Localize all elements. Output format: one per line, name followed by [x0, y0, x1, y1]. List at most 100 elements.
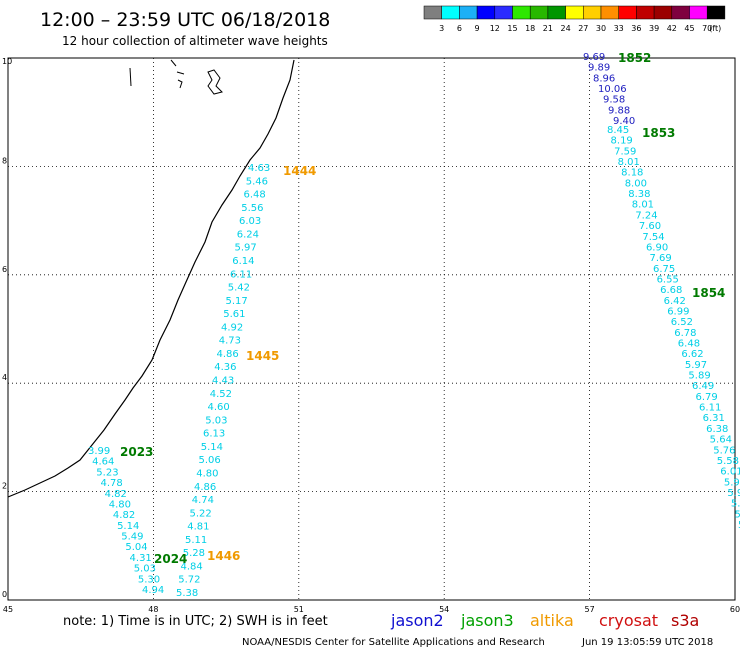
pass-time-label: 1853 [642, 126, 675, 140]
colorbar-label: 70 [702, 24, 712, 33]
colorbar-label: 9 [475, 24, 480, 33]
wave-height-value: 6.24 [237, 229, 259, 240]
legend-jason3: jason3 [460, 611, 514, 630]
wave-height-value: 7.24 [635, 210, 657, 221]
units-note: note: 1) Time is in UTC; 2) SWH is in fe… [63, 614, 328, 629]
wave-height-value: 7.69 [649, 253, 671, 264]
legend-s3a: s3a [671, 611, 699, 630]
wave-height-tracks: 4.63 5.46 6.48 5.56 6.03 6.24 5.97 6.14 6.11 5.42… [88, 52, 740, 599]
colorbar-swatch [600, 5, 619, 20]
wave-height-value: 4.52 [210, 389, 232, 400]
legend-cryosat: cryosat [599, 611, 658, 630]
wave-height-value: 5.70 [731, 499, 740, 510]
islands [129, 59, 223, 95]
wave-height-value: 4.64 [92, 457, 114, 468]
wave-height-value: 5.97 [685, 360, 707, 371]
colorbar-label: 24 [561, 24, 571, 33]
colorbar-swatch [618, 5, 637, 20]
lat-tick-label: 10 [2, 57, 12, 66]
wave-height-value: 6.79 [696, 392, 718, 403]
wave-height-value: 6.11 [699, 403, 721, 414]
wave-height-value: 8.96 [593, 73, 615, 84]
wave-height-value: 5.11 [185, 535, 207, 546]
wave-height-value: 4.73 [219, 336, 241, 347]
wave-height-value: 5.03 [134, 564, 156, 575]
wave-height-value: 5.94 [724, 477, 740, 488]
wave-height-value: 8.19 [611, 136, 633, 147]
wave-height-value: 6.55 [657, 274, 679, 285]
wave-height-value: 4.31 [130, 553, 152, 564]
pass-time-label: 1444 [283, 164, 316, 178]
wave-height-value: 8.01 [632, 200, 654, 211]
pass-time-label: 1852 [618, 51, 651, 65]
wave-height-value: 4.82 [105, 489, 127, 500]
colorbar-swatch [423, 5, 442, 20]
wave-height-value: 9.58 [603, 95, 625, 106]
colorbar-swatch [706, 5, 726, 20]
pass-time-label: 2024 [154, 552, 187, 566]
wave-height-value: 6.13 [203, 429, 225, 440]
wave-height-value: 5.46 [246, 176, 268, 187]
wave-height-value: 5.58 [717, 456, 739, 467]
wave-height-value: 4.82 [113, 510, 135, 521]
wave-height-value: 4.63 [248, 163, 270, 174]
wave-height-value: 4.80 [109, 499, 131, 510]
wave-height-value: 5.03 [205, 415, 227, 426]
wave-height-value: 4.92 [221, 322, 243, 333]
wave-height-value: 4.84 [181, 561, 203, 572]
wave-height-value: 5.14 [117, 521, 139, 532]
wave-height-value: 6.03 [239, 216, 261, 227]
lon-tick-label: 54 [439, 605, 449, 614]
wave-height-value: 6.42 [664, 296, 686, 307]
wave-height-value: 9.40 [613, 116, 635, 127]
wave-height-value: 7.60 [639, 221, 661, 232]
wave-height-value: 8.01 [618, 157, 640, 168]
colorbar-swatch [547, 5, 566, 20]
pass-time-label: 1854 [692, 286, 725, 300]
colorbar-swatch [689, 5, 708, 20]
wave-height-value: 6.31 [703, 413, 725, 424]
wave-height-value: 6.14 [232, 256, 254, 267]
wave-height-value: 6.75 [653, 264, 675, 275]
wave-height-value: 5.61 [223, 309, 245, 320]
wave-height-value: 6.01 [720, 467, 740, 478]
wave-height-value: 8.45 [607, 125, 629, 136]
wave-height-value: 5.28 [183, 548, 205, 559]
wave-height-value: 6.48 [678, 339, 700, 350]
wave-height-value: 8.18 [621, 168, 643, 179]
lon-tick-label: 51 [294, 605, 304, 614]
colorbar-swatch [671, 5, 690, 20]
colorbar-label: 27 [578, 24, 588, 33]
colorbar-label: 33 [614, 24, 624, 33]
lon-tick-label: 60 [730, 605, 740, 614]
map-title: 12:00 – 23:59 UTC 06/18/2018 [40, 9, 330, 31]
wave-height-value: 9.69 [583, 52, 605, 63]
wave-height-value: 4.94 [142, 585, 164, 596]
wave-height-value: 6.38 [706, 424, 728, 435]
wave-height-value: 6.52 [671, 317, 693, 328]
colorbar-swatch [441, 5, 460, 20]
wave-height-value: 5.76 [713, 445, 735, 456]
wave-height-value: 5.49 [121, 532, 143, 543]
wave-height-value: 6.90 [646, 242, 668, 253]
lon-tick-label: 48 [148, 605, 158, 614]
wave-height-value: 9.89 [588, 63, 610, 74]
wave-height-value: 6.68 [660, 285, 682, 296]
wave-height-value: 5.14 [201, 442, 223, 453]
wave-height-value: 6.78 [674, 328, 696, 339]
generated-timestamp: Jun 19 13:05:59 UTC 2018 [581, 637, 713, 648]
colorbar-label: 18 [525, 24, 535, 33]
colorbar-label: 15 [507, 24, 517, 33]
colorbar-label: 21 [543, 24, 553, 33]
colorbar-swatch [512, 5, 531, 20]
wave-height-value: 6.99 [667, 306, 689, 317]
wave-height-value: 5.80 [734, 509, 740, 520]
wave-height-value: 8.38 [628, 189, 650, 200]
lat-tick-label: 0 [2, 590, 7, 599]
wave-height-value: 6.49 [692, 381, 714, 392]
lat-tick-label: 8 [2, 156, 7, 165]
wave-height-value: 5.90 [727, 488, 740, 499]
pass-time-label: 1445 [246, 349, 279, 363]
colorbar-swatch [529, 5, 549, 20]
wave-height-value: 5.72 [178, 575, 200, 586]
